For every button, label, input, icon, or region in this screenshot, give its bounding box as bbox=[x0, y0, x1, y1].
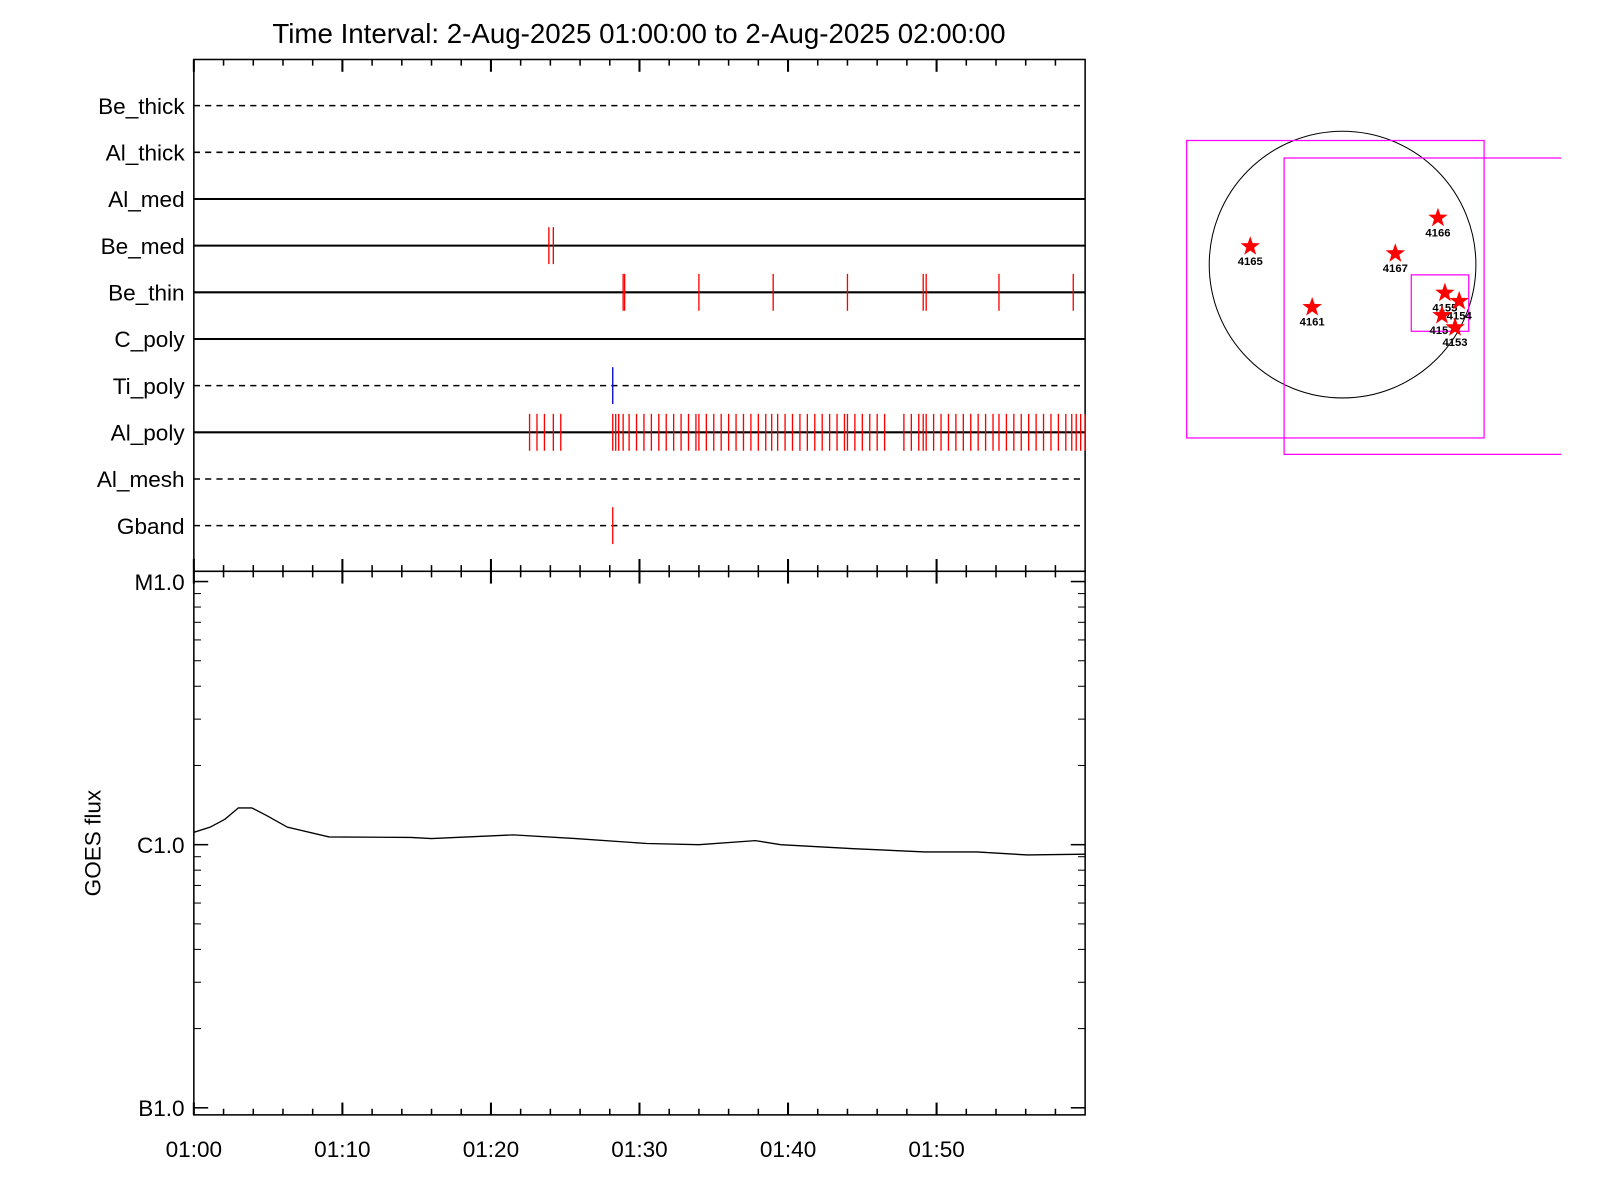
goes-line bbox=[193, 807, 1086, 856]
filter-label: Be_med bbox=[101, 234, 185, 259]
region-star bbox=[1449, 290, 1469, 310]
marks: Be_thick Al_thick Al_med Be_med Be_thin C_pol… bbox=[97, 59, 1473, 1162]
y-tick-label: C1.0 bbox=[137, 833, 185, 858]
region-label: 4166 bbox=[1425, 227, 1450, 239]
region-star bbox=[1432, 305, 1452, 324]
chart-title: Time Interval: 2-Aug-2025 01:00:00 to 2-… bbox=[272, 18, 1005, 49]
filter-label: Gband bbox=[117, 514, 185, 539]
fov-box bbox=[1283, 157, 1562, 455]
region-label: 4155 bbox=[1432, 302, 1457, 314]
x-tick-label: 01:20 bbox=[463, 1137, 519, 1162]
region-label: 4161 bbox=[1300, 317, 1325, 329]
filter-label: Al_mesh bbox=[97, 467, 185, 492]
filter-label: Al_poly bbox=[111, 421, 186, 446]
filter-label: Be_thin bbox=[108, 281, 184, 306]
region-label: 4157 bbox=[1429, 325, 1454, 337]
region-star bbox=[1385, 243, 1406, 262]
event-panel-frame bbox=[193, 58, 1086, 573]
filter-label: Al_thick bbox=[106, 141, 186, 166]
fov-box bbox=[1186, 139, 1485, 439]
region-label: 4153 bbox=[1443, 337, 1468, 349]
region-label: 4167 bbox=[1383, 263, 1408, 275]
region-label: 4154 bbox=[1447, 311, 1473, 323]
x-tick-label: 01:10 bbox=[314, 1137, 370, 1162]
region-star bbox=[1435, 282, 1455, 302]
solar-disk bbox=[1208, 130, 1477, 399]
x-tick-label: 01:00 bbox=[166, 1137, 222, 1162]
filter-label: C_poly bbox=[114, 327, 185, 352]
region-label: 4165 bbox=[1238, 256, 1263, 268]
y-tick-label: B1.0 bbox=[138, 1096, 184, 1121]
x-tick-label: 01:40 bbox=[760, 1137, 816, 1162]
filter-label: Al_med bbox=[108, 187, 184, 212]
x-tick-label: 01:50 bbox=[908, 1137, 964, 1162]
y-axis-label: GOES flux bbox=[81, 789, 106, 896]
x-tick-label: 01:30 bbox=[611, 1137, 667, 1162]
region-star bbox=[1428, 207, 1448, 227]
region-star bbox=[1302, 297, 1322, 316]
filter-label: Be_thick bbox=[98, 94, 185, 119]
region-star bbox=[1240, 236, 1260, 255]
y-tick-label: M1.0 bbox=[134, 570, 184, 595]
region-star bbox=[1445, 317, 1465, 336]
fov-box bbox=[1410, 274, 1470, 332]
filter-label: Ti_poly bbox=[113, 374, 186, 399]
